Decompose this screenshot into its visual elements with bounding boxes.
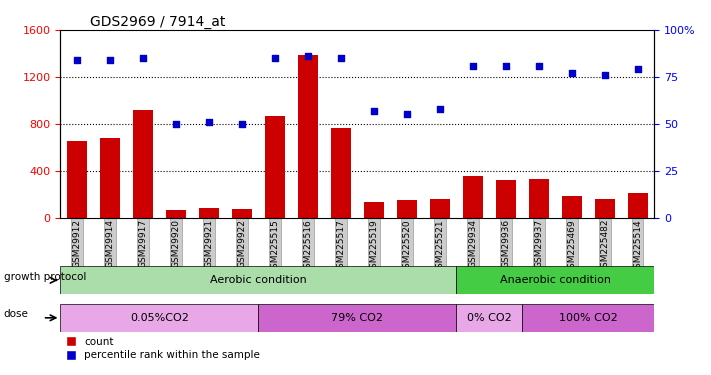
Bar xyxy=(562,196,582,217)
Point xyxy=(632,66,643,72)
Bar xyxy=(166,210,186,218)
Point xyxy=(302,53,314,59)
Bar xyxy=(463,177,483,218)
Legend: count, percentile rank within the sample: count, percentile rank within the sample xyxy=(65,337,260,360)
Bar xyxy=(522,304,654,332)
Text: GDS2969 / 7914_at: GDS2969 / 7914_at xyxy=(90,15,225,29)
Point xyxy=(500,63,511,69)
Bar xyxy=(529,179,549,218)
Point xyxy=(170,121,181,127)
Point xyxy=(566,70,577,76)
Text: dose: dose xyxy=(4,309,28,319)
Bar xyxy=(456,304,522,332)
Bar xyxy=(67,141,87,218)
Text: 0.05%CO2: 0.05%CO2 xyxy=(130,313,189,323)
Point xyxy=(71,57,82,63)
Bar xyxy=(258,304,456,332)
Text: 79% CO2: 79% CO2 xyxy=(331,313,383,323)
Bar xyxy=(298,55,318,217)
Bar xyxy=(331,128,351,217)
Point xyxy=(236,121,247,127)
Bar xyxy=(397,200,417,217)
Bar xyxy=(628,193,648,217)
Bar xyxy=(265,116,284,218)
Bar xyxy=(133,110,153,218)
Bar xyxy=(594,200,614,217)
Point xyxy=(401,111,412,117)
Point xyxy=(105,57,116,63)
Point xyxy=(335,55,346,61)
Bar xyxy=(496,180,515,218)
Point xyxy=(269,55,281,61)
Bar xyxy=(60,266,456,294)
Point xyxy=(599,72,610,78)
Point xyxy=(434,106,445,112)
Bar xyxy=(456,266,654,294)
Bar xyxy=(430,200,449,217)
Text: 100% CO2: 100% CO2 xyxy=(559,313,618,323)
Point xyxy=(368,108,380,114)
Bar xyxy=(60,304,258,332)
Text: Anaerobic condition: Anaerobic condition xyxy=(500,275,611,285)
Text: growth protocol: growth protocol xyxy=(4,272,86,282)
Bar xyxy=(100,138,119,218)
Point xyxy=(467,63,479,69)
Point xyxy=(533,63,545,69)
Bar xyxy=(364,202,384,217)
Point xyxy=(137,55,149,61)
Text: 0% CO2: 0% CO2 xyxy=(467,313,512,323)
Point xyxy=(203,119,215,125)
Text: Aerobic condition: Aerobic condition xyxy=(210,275,306,285)
Bar xyxy=(232,209,252,218)
Bar xyxy=(199,208,219,218)
